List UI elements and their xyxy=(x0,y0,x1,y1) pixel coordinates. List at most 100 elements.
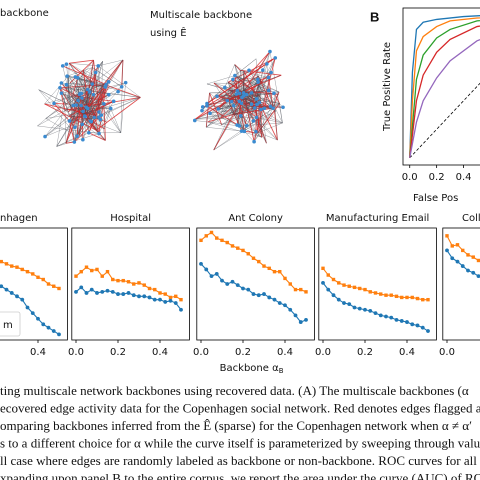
node xyxy=(208,111,212,116)
edge xyxy=(195,117,257,120)
point xyxy=(321,280,325,285)
point xyxy=(445,248,449,253)
point xyxy=(89,287,94,292)
point xyxy=(215,236,219,240)
node xyxy=(60,64,65,68)
point xyxy=(36,316,40,321)
point xyxy=(331,293,336,298)
point xyxy=(357,306,362,311)
point xyxy=(142,294,147,299)
flagged-edge xyxy=(213,82,257,118)
point xyxy=(220,278,224,283)
node xyxy=(72,140,77,144)
node xyxy=(89,119,94,124)
point xyxy=(41,277,45,282)
edge xyxy=(38,89,66,111)
node xyxy=(241,94,246,98)
node xyxy=(123,80,128,85)
edge xyxy=(120,82,126,133)
node xyxy=(244,92,249,97)
caption-line: ting multiscale network backbones using … xyxy=(0,383,469,398)
node xyxy=(255,102,259,107)
node xyxy=(269,70,273,75)
point xyxy=(236,246,240,250)
point xyxy=(476,274,480,279)
point xyxy=(455,243,460,247)
point xyxy=(20,297,25,302)
chart: 0.0 0.2 0.4 True Positive Rate False Pos xyxy=(382,7,480,204)
x-axis-label-sub: B xyxy=(279,367,284,375)
point xyxy=(283,303,287,308)
x-tick-label: 0.0 xyxy=(68,347,84,358)
node xyxy=(216,107,221,111)
point xyxy=(0,284,4,289)
node xyxy=(247,68,251,73)
edge xyxy=(90,120,121,133)
point xyxy=(455,259,460,264)
point xyxy=(46,325,51,330)
edge xyxy=(215,94,258,105)
point xyxy=(246,252,250,256)
node xyxy=(229,99,234,104)
point xyxy=(25,269,30,274)
node xyxy=(76,98,80,103)
node xyxy=(253,106,257,110)
point xyxy=(466,253,470,257)
node xyxy=(64,62,69,66)
edge xyxy=(81,93,94,95)
node xyxy=(244,123,249,128)
point xyxy=(373,311,378,316)
x-tick-label: 0.0 xyxy=(315,347,331,358)
edge xyxy=(257,122,283,134)
x-axis-label: Backbone αB xyxy=(220,363,284,375)
caption-line: ecovered edge activity data for the Cope… xyxy=(0,400,480,415)
point xyxy=(337,281,341,285)
point xyxy=(57,332,61,337)
node xyxy=(237,91,242,96)
edge xyxy=(38,89,68,105)
point xyxy=(326,287,331,292)
flagged-edge xyxy=(250,92,263,138)
point xyxy=(105,269,110,274)
edge xyxy=(194,120,240,127)
point xyxy=(283,276,287,281)
point xyxy=(400,295,404,300)
legend-box xyxy=(0,311,21,337)
node xyxy=(80,122,84,127)
point xyxy=(293,287,298,292)
point xyxy=(445,234,449,238)
point xyxy=(105,288,110,293)
point xyxy=(225,282,230,286)
flagged-edge xyxy=(243,92,255,142)
node xyxy=(85,87,90,92)
node xyxy=(90,82,94,86)
node xyxy=(87,90,92,94)
point xyxy=(116,292,120,296)
point xyxy=(52,284,56,288)
node xyxy=(104,82,108,87)
point xyxy=(272,269,277,274)
edge xyxy=(233,105,240,127)
chance-line xyxy=(409,82,480,159)
point xyxy=(46,282,51,286)
point xyxy=(363,307,367,312)
node xyxy=(64,82,69,87)
x-tick-label: 0.4 xyxy=(277,347,293,358)
panel-a-right-title: Multiscale backbone xyxy=(150,10,252,21)
chart-title: Ant Colony xyxy=(228,213,283,224)
point xyxy=(132,282,136,286)
node xyxy=(235,123,239,127)
edge xyxy=(92,67,122,87)
point xyxy=(415,323,420,328)
flagged-edge xyxy=(69,59,94,84)
node xyxy=(97,110,101,114)
edge xyxy=(91,105,111,109)
x-tick-label: 0.4 xyxy=(152,347,168,358)
edge xyxy=(260,109,283,124)
edge xyxy=(82,97,141,115)
node xyxy=(249,102,254,107)
point xyxy=(272,297,277,302)
point xyxy=(389,315,394,320)
flagged-edge xyxy=(96,97,141,131)
